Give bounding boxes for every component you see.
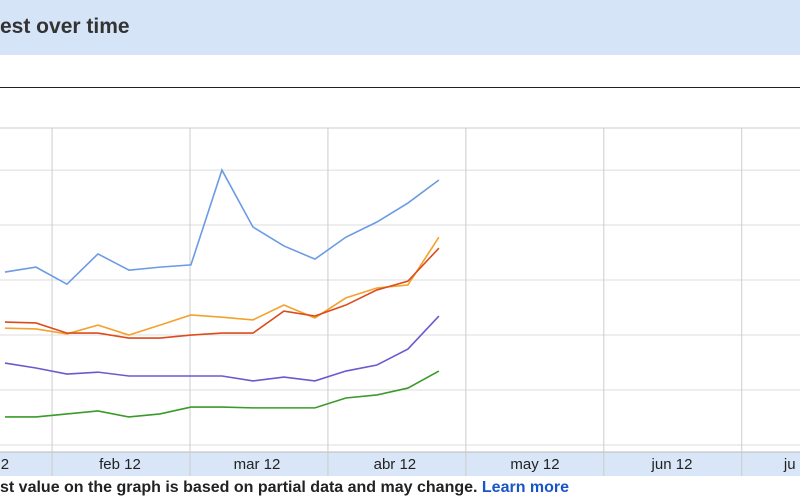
series-line — [4, 247, 440, 339]
divider — [0, 87, 800, 88]
series-line — [4, 168, 440, 286]
header: est over time — [0, 0, 800, 55]
x-tick-label: feb 12 — [99, 456, 141, 473]
x-tick-label: mar 12 — [234, 456, 281, 473]
chart: 2 feb 12 mar 12 abr 12 may 12 jun 12 ju — [0, 127, 800, 476]
x-axis-band — [0, 452, 800, 476]
x-tick-label: abr 12 — [374, 456, 417, 473]
x-tick-label: ju — [783, 456, 796, 473]
series-line — [4, 236, 440, 336]
header-title: est over time — [0, 15, 130, 38]
x-tick-label: may 12 — [510, 456, 559, 473]
series-line — [4, 370, 440, 418]
x-tick-label: 2 — [1, 456, 9, 473]
footer: st value on the graph is based on partia… — [0, 479, 569, 497]
footer-note: st value on the graph is based on partia… — [0, 479, 478, 496]
x-tick-label: jun 12 — [651, 456, 693, 473]
series-line — [4, 315, 440, 382]
learn-more-link[interactable]: Learn more — [481, 479, 570, 496]
